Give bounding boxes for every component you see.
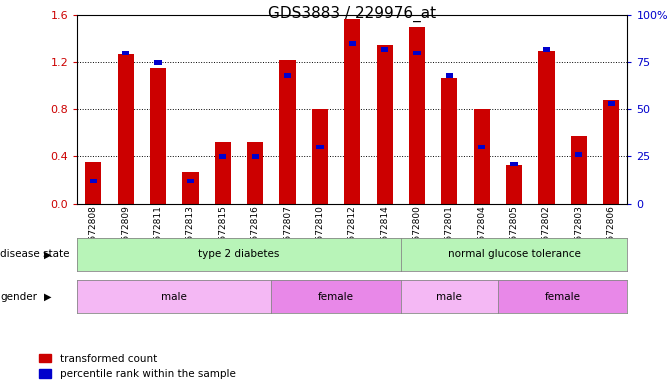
Bar [117,54,134,204]
Bar [409,27,425,204]
Bar [279,60,296,204]
Text: female: female [545,291,580,302]
Bar [316,145,323,149]
Bar [252,154,259,159]
Bar [183,172,199,204]
Bar [90,179,97,183]
Bar [575,152,582,157]
Bar [381,47,389,51]
Bar [312,109,328,204]
Bar [187,179,194,183]
Bar [446,73,453,78]
Bar [511,162,518,166]
Text: GDS3883 / 229976_at: GDS3883 / 229976_at [268,6,436,22]
Bar [85,162,101,204]
Bar [344,19,360,204]
Bar [478,145,485,149]
Text: ▶: ▶ [44,291,52,302]
Bar [284,73,291,78]
Bar [219,154,226,159]
Bar [122,51,130,55]
Bar [154,60,162,65]
Bar [603,100,619,204]
Bar [247,142,263,204]
Bar [215,142,231,204]
Bar [376,45,393,204]
Bar [150,68,166,204]
Legend: transformed count, percentile rank within the sample: transformed count, percentile rank withi… [39,354,236,379]
Text: female: female [318,291,354,302]
Bar [413,51,421,55]
Text: male: male [161,291,187,302]
Bar [571,136,587,204]
Text: type 2 diabetes: type 2 diabetes [199,249,280,260]
Bar [506,165,522,204]
Text: ▶: ▶ [44,249,52,260]
Bar [349,41,356,46]
Text: disease state: disease state [0,249,70,260]
Bar [543,47,550,51]
Bar [607,101,615,106]
Bar [474,109,490,204]
Text: gender: gender [0,291,37,302]
Bar [442,78,458,204]
Text: male: male [436,291,462,302]
Bar [538,51,554,204]
Text: normal glucose tolerance: normal glucose tolerance [448,249,580,260]
